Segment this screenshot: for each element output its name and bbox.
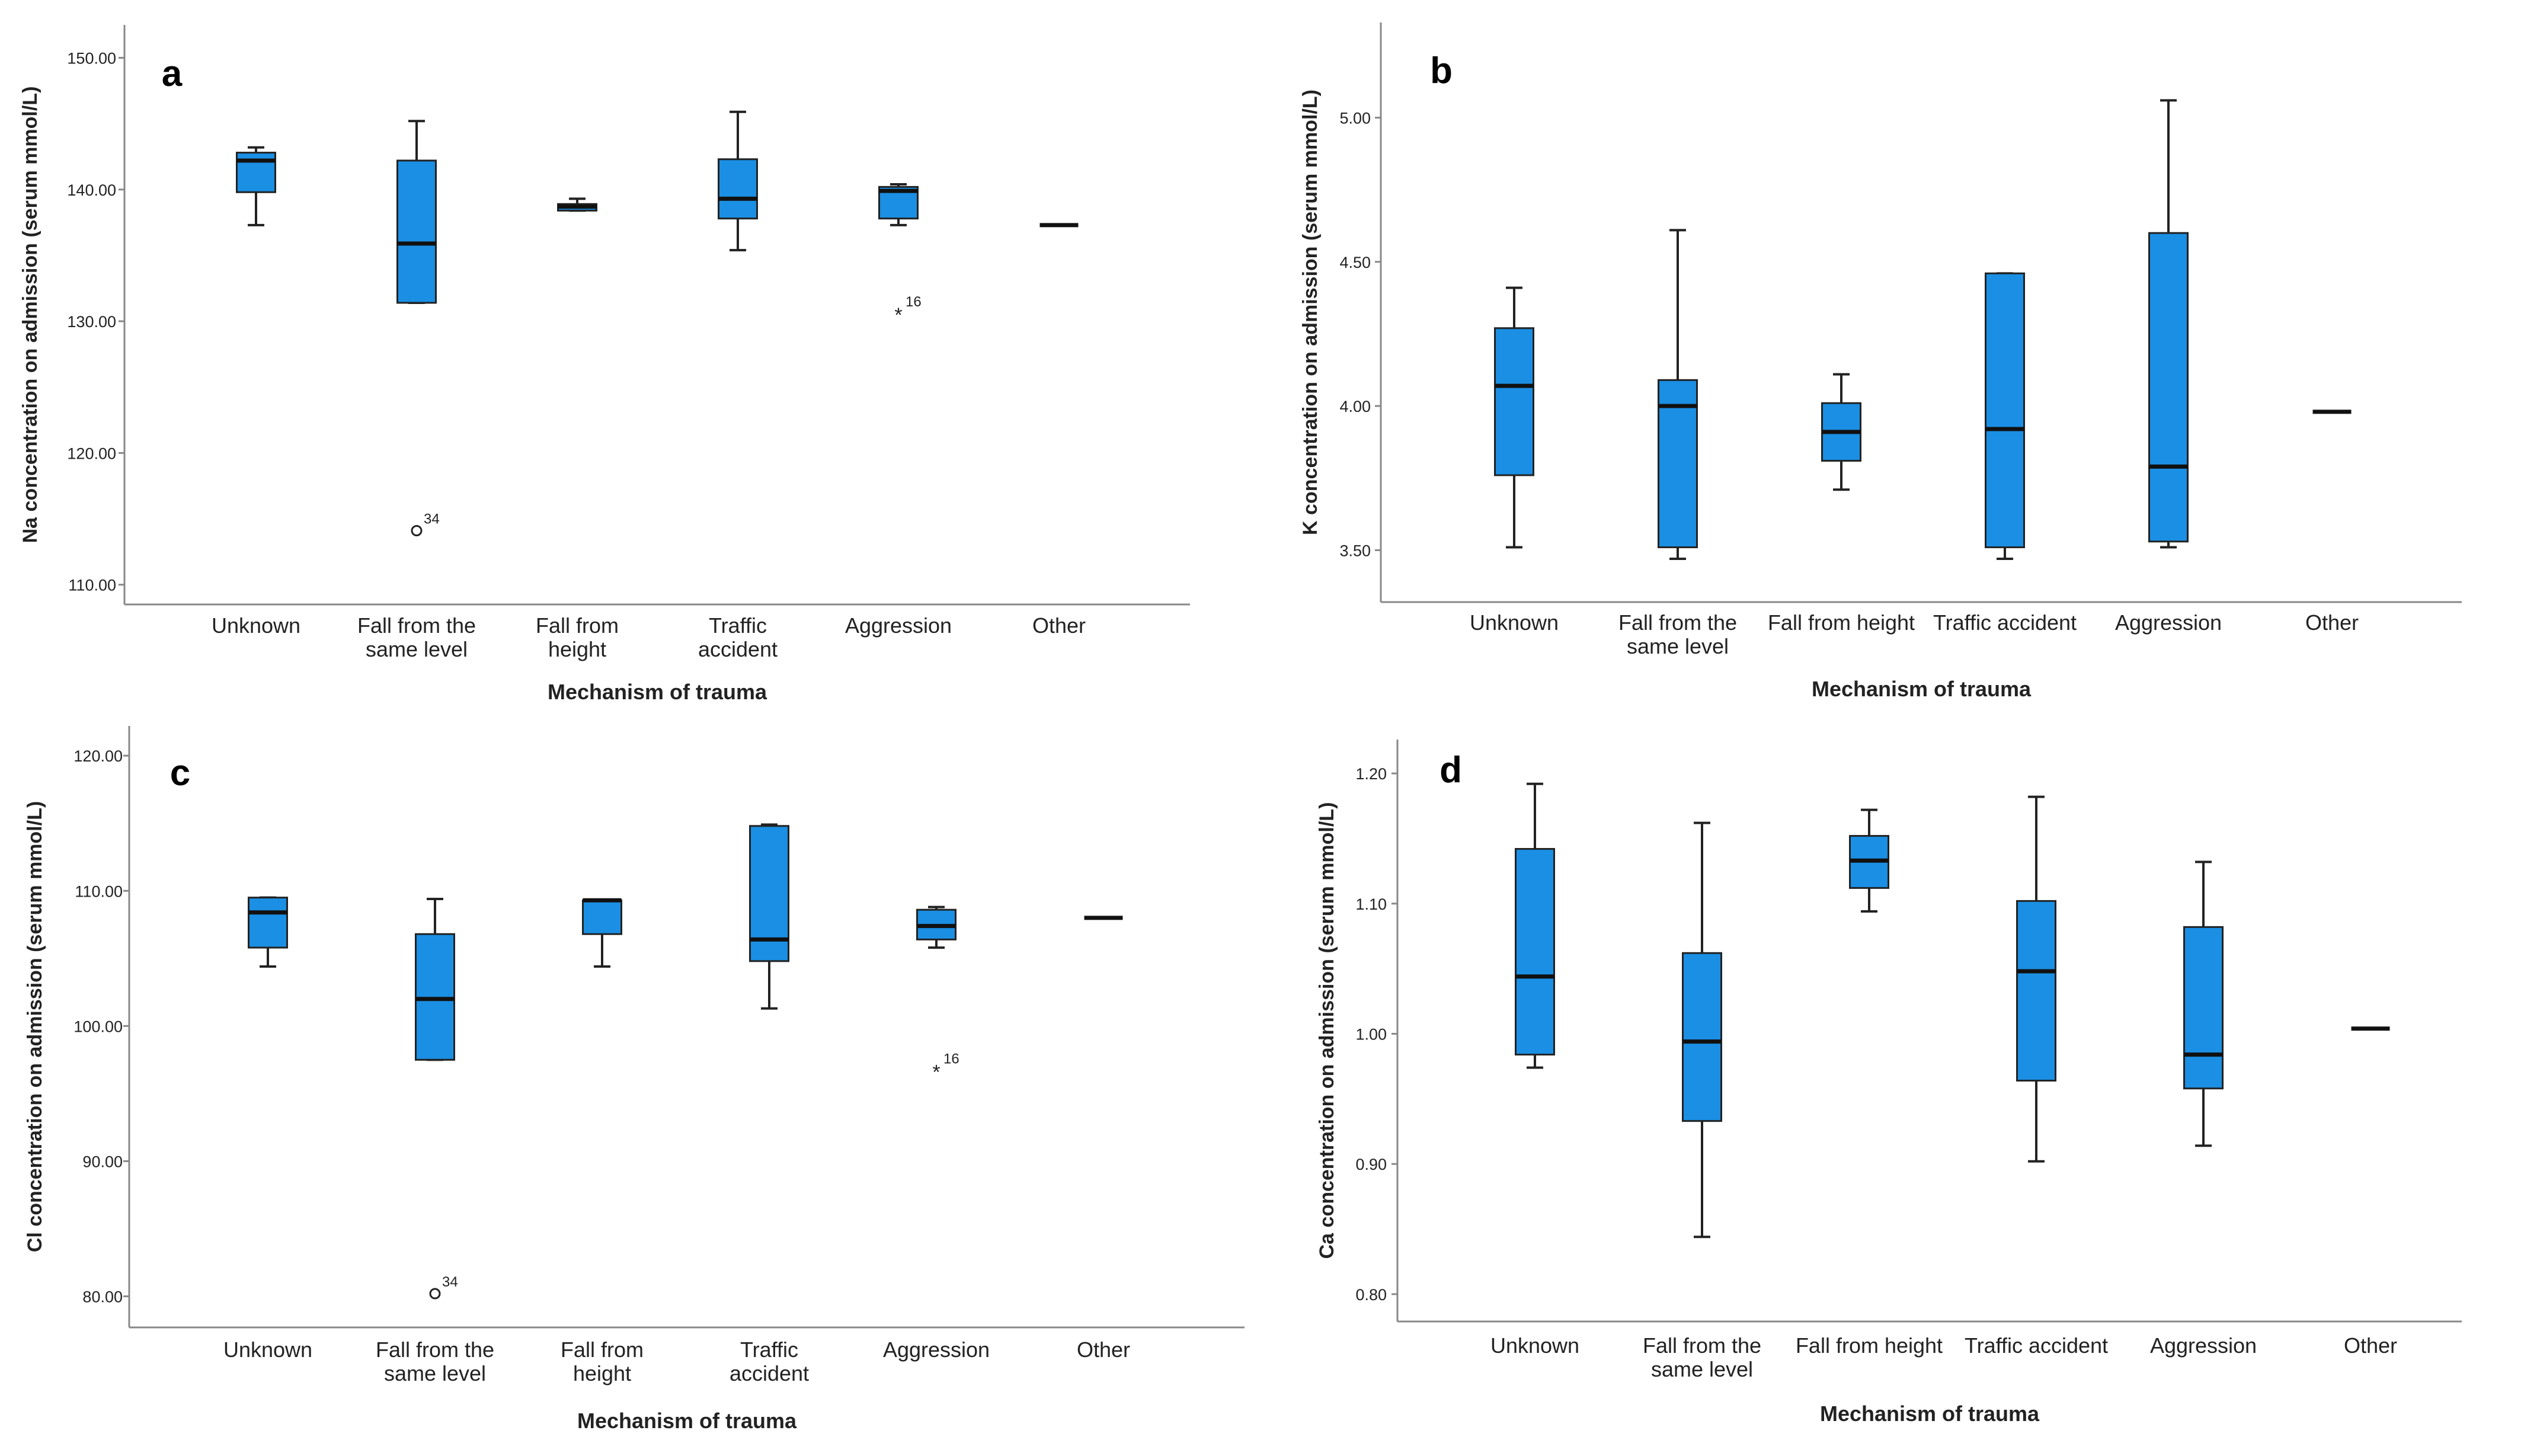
x-category-label: Traffic accident xyxy=(1965,1333,2108,1358)
outlier-circle xyxy=(411,525,423,537)
outlier-label: 16 xyxy=(943,1051,959,1067)
outlier-label: 16 xyxy=(906,294,922,310)
y-tick-label: 120.00 xyxy=(67,444,116,462)
x-category-label: Aggression xyxy=(883,1337,990,1362)
x-category-label: Fall from height xyxy=(536,613,619,661)
x-category-label: Fall from the same level xyxy=(376,1337,494,1385)
box-4 xyxy=(718,110,758,252)
box-5 xyxy=(878,183,919,226)
x-axis-title: Mechanism of trauma xyxy=(1820,1401,2040,1426)
box-4 xyxy=(1985,272,2025,561)
x-category-label: Fall from the same level xyxy=(1643,1333,1761,1381)
panel-label: b xyxy=(1430,50,1453,91)
x-category-label: Fall from the same level xyxy=(1618,610,1737,658)
outlier-label: 34 xyxy=(442,1274,458,1290)
iqr-box xyxy=(248,897,288,949)
y-tick-label: 120.00 xyxy=(73,747,123,765)
y-axis-title: Cl concentration on admission (serum mmo… xyxy=(24,801,46,1252)
x-axis-title: Mechanism of trauma xyxy=(1812,677,2032,701)
iqr-box xyxy=(1494,327,1534,476)
x-category-label: Fall from height xyxy=(1768,610,1915,635)
outlier-star: * xyxy=(932,1061,940,1084)
x-category-label: Other xyxy=(2344,1333,2397,1358)
x-category-label: Fall from height xyxy=(1796,1333,1943,1358)
y-axis-title: Ca concentration on admission (serum mmo… xyxy=(1316,802,1338,1259)
x-category-label: Fall from height xyxy=(561,1337,644,1385)
box-1 xyxy=(248,896,288,968)
y-tick-label: 110.00 xyxy=(68,577,116,594)
iqr-box xyxy=(2148,232,2189,543)
outlier-star: * xyxy=(894,304,902,327)
box-1 xyxy=(1494,286,1534,549)
chart-panel-b: 3.50 4.00 4.50 5.00 K concentration on admis… xyxy=(1299,23,2462,701)
box-3 xyxy=(582,898,622,968)
y-tick-label: 5.00 xyxy=(1339,110,1371,127)
box-2 xyxy=(1682,821,1722,1239)
y-axis-title: Na concentration on admission (serum mmo… xyxy=(19,87,41,543)
box-2 xyxy=(415,897,455,1061)
chart-panel-d: 0.80 0.90 1.00 1.10 1.20 Ca concentration on … xyxy=(1316,740,2462,1426)
y-axis-title: K concentration on admission (serum mmol… xyxy=(1299,89,1322,535)
y-tick-label: 90.00 xyxy=(82,1153,123,1170)
panel-label: d xyxy=(1439,750,1462,791)
x-category-label: Traffic accident xyxy=(730,1337,809,1385)
iqr-box xyxy=(1515,848,1555,1056)
y-tick-label: 0.90 xyxy=(1355,1156,1387,1173)
x-category-label: Other xyxy=(1077,1337,1130,1362)
outlier-circle xyxy=(429,1288,441,1300)
x-category-label: Unknown xyxy=(223,1337,312,1362)
box-2 xyxy=(1658,229,1698,561)
y-tick-label: 150.00 xyxy=(67,50,116,68)
box-2 xyxy=(396,120,437,304)
x-category-label: Other xyxy=(1032,613,1086,638)
x-category-label: Aggression xyxy=(2150,1333,2257,1358)
box-5 xyxy=(2148,99,2189,549)
x-category-label: Aggression xyxy=(2115,610,2222,635)
iqr-box xyxy=(582,899,622,935)
y-tick-label: 4.00 xyxy=(1339,398,1371,415)
x-category-label: Other xyxy=(2305,610,2359,635)
x-category-label: Unknown xyxy=(1490,1333,1579,1358)
box-3 xyxy=(1821,373,1861,491)
iqr-box xyxy=(2183,926,2224,1090)
y-tick-label: 130.00 xyxy=(67,313,116,331)
iqr-box xyxy=(2016,900,2056,1082)
y-tick-label: 80.00 xyxy=(82,1288,123,1306)
y-tick-label: 1.20 xyxy=(1355,765,1387,783)
x-axis-title: Mechanism of trauma xyxy=(577,1409,797,1433)
y-tick-label: 0.80 xyxy=(1355,1286,1387,1304)
x-axis-title: Mechanism of trauma xyxy=(548,680,767,704)
box-4 xyxy=(749,823,789,1010)
box-5 xyxy=(916,905,957,949)
x-category-label: Unknown xyxy=(212,613,300,638)
y-tick-label: 4.50 xyxy=(1339,254,1371,271)
x-category-label: Traffic accident xyxy=(698,613,778,661)
panel-label: c xyxy=(170,753,190,793)
x-category-label: Fall from the same level xyxy=(357,613,476,661)
box-3 xyxy=(557,197,597,212)
box-5 xyxy=(2183,860,2224,1147)
box-3 xyxy=(1849,808,1889,913)
y-tick-label: 100.00 xyxy=(73,1017,123,1035)
iqr-box xyxy=(718,158,758,220)
iqr-box xyxy=(396,159,437,304)
y-tick-label: 1.10 xyxy=(1355,895,1387,913)
box-1 xyxy=(1515,782,1555,1069)
x-category-label: Unknown xyxy=(1470,610,1559,635)
iqr-box xyxy=(1682,952,1722,1122)
panel-label: a xyxy=(162,53,183,94)
box-4 xyxy=(2016,795,2056,1163)
chart-panel-a: 110.00 120.00 130.00 140.00 150.00 Na concent… xyxy=(19,25,1190,704)
chart-panel-c: 80.00 90.00 100.00 110.00 120.00 Cl concentra… xyxy=(24,726,1245,1433)
y-tick-label: 1.00 xyxy=(1355,1025,1387,1043)
y-tick-label: 3.50 xyxy=(1339,542,1371,559)
x-category-label: Traffic accident xyxy=(1933,610,2077,635)
y-tick-label: 140.00 xyxy=(67,181,116,199)
x-category-label: Aggression xyxy=(845,613,952,638)
y-tick-label: 110.00 xyxy=(75,882,123,900)
outlier-label: 34 xyxy=(424,511,440,527)
iqr-box xyxy=(1985,272,2025,549)
box-1 xyxy=(236,146,276,226)
